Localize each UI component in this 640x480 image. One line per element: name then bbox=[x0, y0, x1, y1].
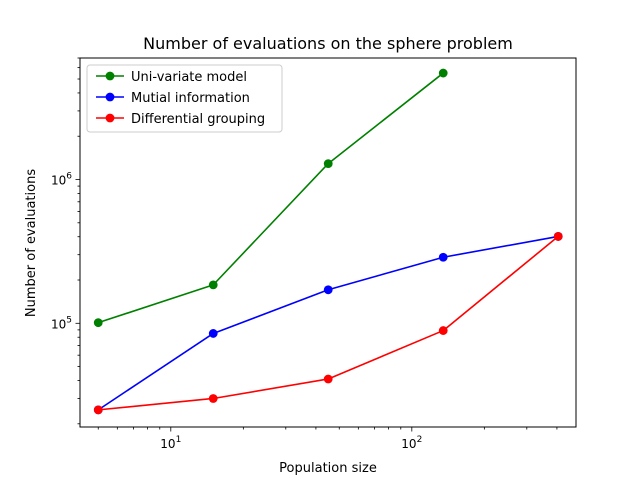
data-point bbox=[93, 318, 103, 328]
data-point bbox=[208, 394, 218, 403]
y-tick-label: 105 bbox=[51, 315, 72, 331]
axes-frame bbox=[79, 57, 577, 428]
series-line-1 bbox=[98, 72, 444, 324]
x-tick-label: 102 bbox=[401, 435, 422, 451]
data-point bbox=[323, 285, 333, 295]
data-point bbox=[553, 232, 563, 241]
x-axis-label: Population size bbox=[279, 461, 377, 476]
y-axis-label: Number of evaluations bbox=[24, 169, 39, 317]
legend-box bbox=[86, 64, 283, 133]
legend-label: Mutial information bbox=[131, 91, 250, 106]
legend-marker bbox=[105, 113, 115, 123]
data-point bbox=[438, 252, 448, 262]
data-point bbox=[93, 405, 103, 415]
data-point bbox=[208, 280, 218, 290]
x-tick-label: 101 bbox=[160, 435, 181, 451]
plot-area bbox=[93, 68, 563, 415]
data-point bbox=[323, 159, 333, 169]
legend: Uni-variate model Mutial information Diffe… bbox=[86, 64, 283, 133]
legend-label: Differential grouping bbox=[131, 112, 265, 127]
data-point bbox=[323, 374, 333, 384]
axes: 101 102 105 106 bbox=[51, 57, 577, 451]
y-tick-label: 106 bbox=[51, 172, 72, 188]
legend-label: Uni-variate model bbox=[131, 70, 247, 85]
legend-marker bbox=[105, 92, 115, 102]
data-point bbox=[438, 68, 448, 78]
chart-title: Number of evaluations on the sphere prob… bbox=[143, 34, 513, 53]
legend-marker bbox=[105, 71, 115, 81]
data-point bbox=[438, 326, 448, 335]
data-point bbox=[208, 329, 218, 338]
